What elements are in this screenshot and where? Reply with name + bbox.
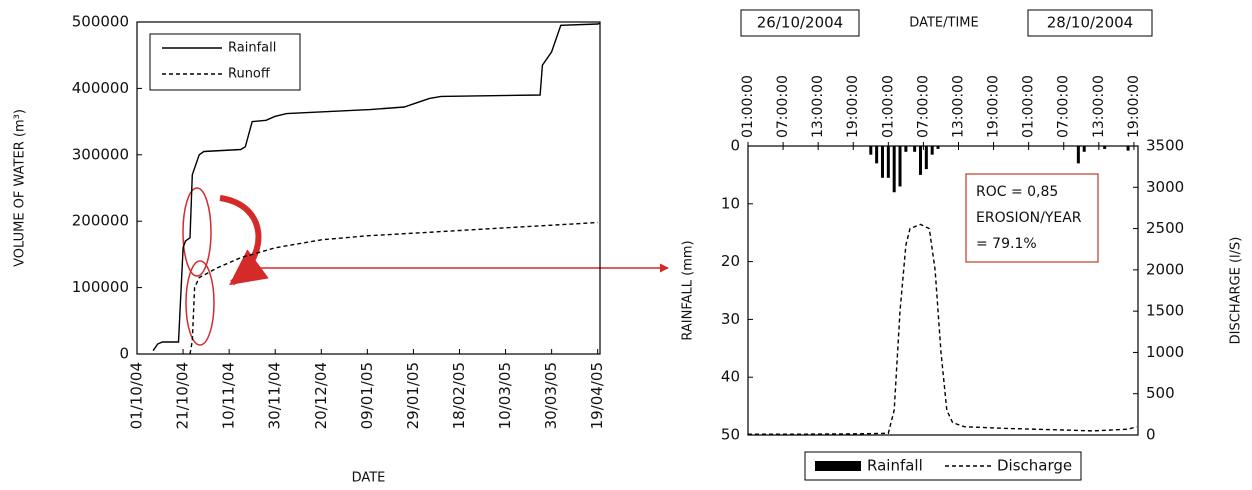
y-tick-label: 400000 xyxy=(72,79,129,97)
rain-bar xyxy=(886,146,890,178)
rain-bar xyxy=(904,146,908,152)
y-axis-title: RAINFALL (mm) xyxy=(681,240,696,340)
date-label: 26/10/2004 xyxy=(757,14,843,32)
rain-bar xyxy=(936,146,940,149)
highlight-ellipse xyxy=(182,187,212,277)
plot-frame xyxy=(747,145,1139,436)
rain-bar xyxy=(869,146,873,155)
date-box xyxy=(740,9,860,37)
y-tick-label: 50 xyxy=(721,426,740,444)
y2-tick-label: 3000 xyxy=(1146,178,1184,196)
y2-tick-label: 3500 xyxy=(1146,137,1184,155)
rain-bar xyxy=(918,146,922,175)
x-tick-label: 13:00:00 xyxy=(1091,75,1107,138)
date-box xyxy=(1027,9,1153,37)
x-tick-label: 18/02/05 xyxy=(450,362,468,429)
x-axis-title: DATE/TIME xyxy=(909,16,978,31)
x-tick-label: 13:00:00 xyxy=(950,75,966,138)
y-tick-label: 40 xyxy=(721,368,740,386)
y2-axis-title: DISCHARGE (l/S) xyxy=(1229,237,1244,345)
x-tick-label: 07:00:00 xyxy=(915,75,931,138)
annotation-text: = 79.1% xyxy=(976,236,1037,252)
x-tick-label: 01:00:00 xyxy=(1021,75,1037,138)
legend-box xyxy=(149,33,301,91)
rain-bar xyxy=(1082,146,1086,152)
date-label: 28/10/2004 xyxy=(1047,14,1133,32)
plot-frame xyxy=(136,21,601,355)
x-tick-label: 10/11/04 xyxy=(220,362,238,429)
y-tick-label: 500000 xyxy=(72,13,129,31)
x-tick-label: 01:00:00 xyxy=(880,75,896,138)
x-tick-label: 29/01/05 xyxy=(404,362,422,429)
series-line xyxy=(189,221,598,355)
legend-label: Rainfall xyxy=(867,457,923,475)
x-tick-label: 20/12/04 xyxy=(312,362,330,429)
x-tick-label: 19:00:00 xyxy=(986,75,1002,138)
x-axis-title: DATE xyxy=(352,471,386,486)
curved-arrow xyxy=(219,195,269,286)
x-tick-label: 09/01/05 xyxy=(358,362,376,429)
y2-tick-label: 1000 xyxy=(1146,343,1184,361)
rain-bar xyxy=(924,146,928,170)
y2-tick-label: 2000 xyxy=(1146,260,1184,278)
x-tick-label: 30/03/05 xyxy=(542,362,560,429)
y-tick-label: 30 xyxy=(721,310,740,328)
x-tick-label: 07:00:00 xyxy=(1056,75,1072,138)
highlight-ellipse xyxy=(185,260,215,346)
y2-tick-label: 0 xyxy=(1146,426,1156,444)
legend-label: Discharge xyxy=(997,457,1072,475)
y-tick-label: 20 xyxy=(721,252,740,270)
annotation-text: EROSION/YEAR xyxy=(976,210,1082,226)
rain-bar xyxy=(1126,146,1130,151)
x-tick-label: 01/10/04 xyxy=(128,362,146,429)
rain-bar xyxy=(913,146,917,152)
y-tick-label: 300000 xyxy=(72,145,129,163)
x-tick-label: 21/10/04 xyxy=(174,362,192,429)
rain-bar xyxy=(892,146,896,193)
rain-bar xyxy=(1103,146,1107,149)
x-tick-label: 07:00:00 xyxy=(775,75,791,138)
x-tick-label: 01:00:00 xyxy=(740,75,756,138)
x-tick-label: 10/03/05 xyxy=(496,362,514,429)
annotation-box xyxy=(965,173,1099,263)
rain-bar xyxy=(930,146,934,155)
series-line xyxy=(152,22,601,352)
discharge-line xyxy=(748,223,1137,435)
y2-tick-label: 1500 xyxy=(1146,302,1184,320)
x-tick-label: 13:00:00 xyxy=(810,75,826,138)
x-tick-label: 19/04/05 xyxy=(588,362,606,429)
legend-label: Runoff xyxy=(228,67,271,82)
legend-swatch xyxy=(815,461,861,471)
y-tick-label: 0 xyxy=(119,345,129,363)
annotation-text: ROC = 0,85 xyxy=(976,184,1058,200)
rain-bar xyxy=(875,146,879,164)
x-tick-label: 30/11/04 xyxy=(266,362,284,429)
rain-bar xyxy=(1076,146,1080,164)
x-tick-label: 19:00:00 xyxy=(845,75,861,138)
y-tick-label: 200000 xyxy=(72,212,129,230)
y-tick-label: 10 xyxy=(721,194,740,212)
rain-bar xyxy=(898,146,902,187)
y-tick-label: 100000 xyxy=(72,278,129,296)
legend-label: Rainfall xyxy=(228,41,276,56)
rain-bar xyxy=(880,146,884,178)
x-tick-label: 19:00:00 xyxy=(1126,75,1142,138)
y2-tick-label: 2500 xyxy=(1146,219,1184,237)
y2-tick-label: 500 xyxy=(1146,384,1175,402)
y-axis-title: VOLUME OF WATER (m³) xyxy=(13,109,28,267)
y-tick-label: 0 xyxy=(730,137,740,155)
